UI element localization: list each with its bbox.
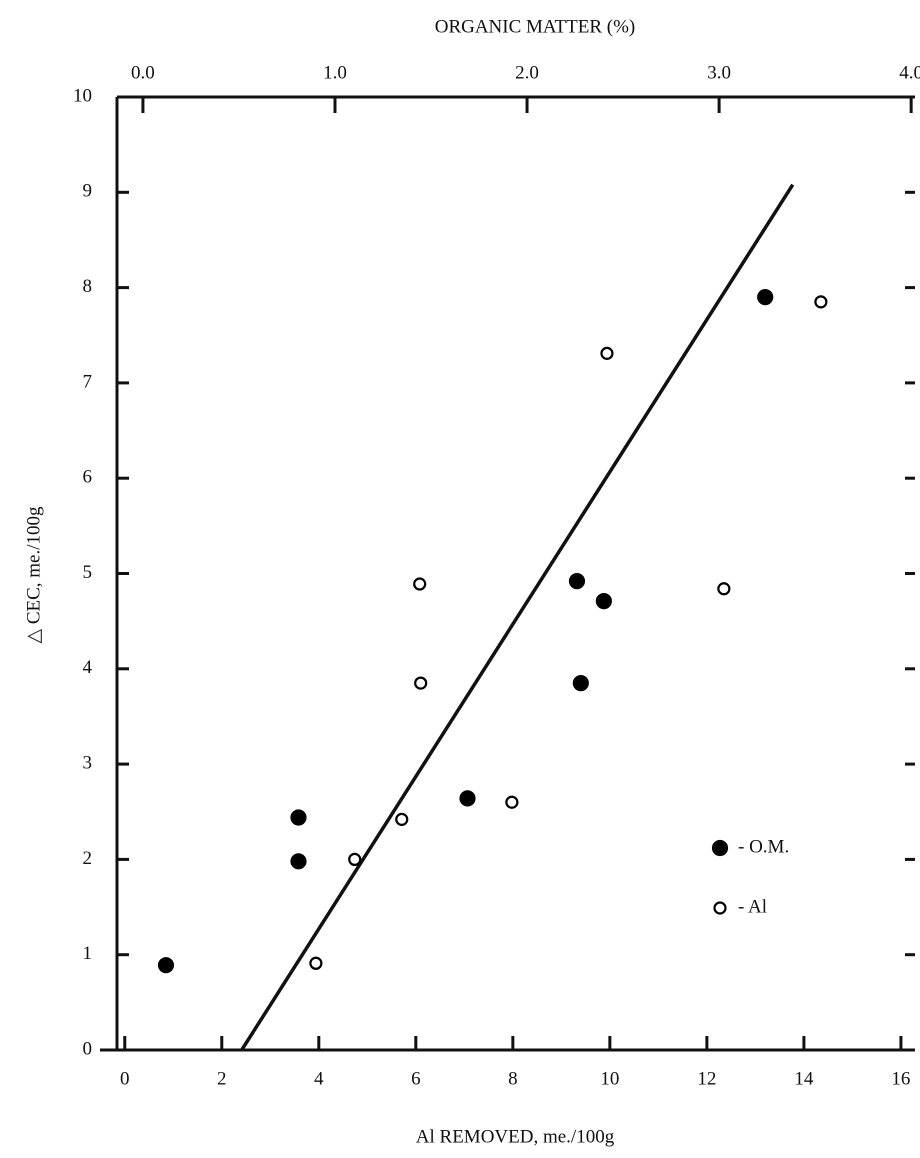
x-tick-label: 16 [891, 1068, 910, 1089]
legend-marker [715, 903, 726, 914]
y-tick-label: 1 [83, 943, 93, 964]
x2-tick-label: 0.0 [131, 62, 155, 83]
point [718, 583, 729, 594]
point [461, 791, 475, 805]
x-tick-label: 8 [508, 1068, 518, 1089]
x-tick-label: 2 [217, 1068, 227, 1089]
point [815, 296, 826, 307]
point [415, 678, 426, 689]
point [291, 810, 305, 824]
point [291, 854, 305, 868]
x2-tick-label: 2.0 [515, 62, 539, 83]
point [310, 958, 321, 969]
point [159, 958, 173, 972]
x-tick-label: 6 [411, 1068, 421, 1089]
x-tick-label: 0 [120, 1068, 130, 1089]
point [570, 574, 584, 588]
legend-label: - O.M. [738, 836, 789, 857]
legend-marker [713, 841, 727, 855]
point [414, 578, 425, 589]
trend-line [242, 185, 793, 1050]
y-tick-label: 3 [83, 752, 93, 773]
y-tick-label: 4 [83, 657, 93, 678]
point [574, 676, 588, 690]
chart: ORGANIC MATTER (%) Al REMOVED, me./100g … [0, 0, 920, 1158]
x-tick-label: 14 [794, 1068, 814, 1089]
y-tick-label: 8 [83, 276, 93, 297]
x-tick-label: 10 [600, 1068, 619, 1089]
y-tick-label: 9 [83, 181, 93, 202]
y-tick-label: 7 [83, 371, 93, 392]
y-tick-label: 6 [83, 467, 93, 488]
point [758, 290, 772, 304]
x-tick-label: 4 [314, 1068, 324, 1089]
point [506, 797, 517, 808]
y-tick-label: 0 [83, 1038, 93, 1059]
point [597, 594, 611, 608]
point [601, 348, 612, 359]
legend-label: - Al [738, 896, 767, 917]
x-tick-label: 12 [697, 1068, 716, 1089]
x2-tick-label: 4.0 [899, 62, 920, 83]
x-axis-label: Al REMOVED, me./100g [416, 1126, 615, 1147]
x2-tick-label: 3.0 [707, 62, 731, 83]
y-tick-label: 5 [83, 562, 93, 583]
page: ORGANIC MATTER (%) Al REMOVED, me./100g … [0, 0, 920, 1158]
y-axis-label: △ CEC, me./100g [23, 506, 44, 644]
chart-title: ORGANIC MATTER (%) [435, 16, 636, 37]
x2-tick-label: 1.0 [323, 62, 347, 83]
y-tick-label: 2 [83, 848, 93, 869]
point [349, 854, 360, 865]
point [396, 814, 407, 825]
y-tick-label: 10 [73, 85, 92, 106]
